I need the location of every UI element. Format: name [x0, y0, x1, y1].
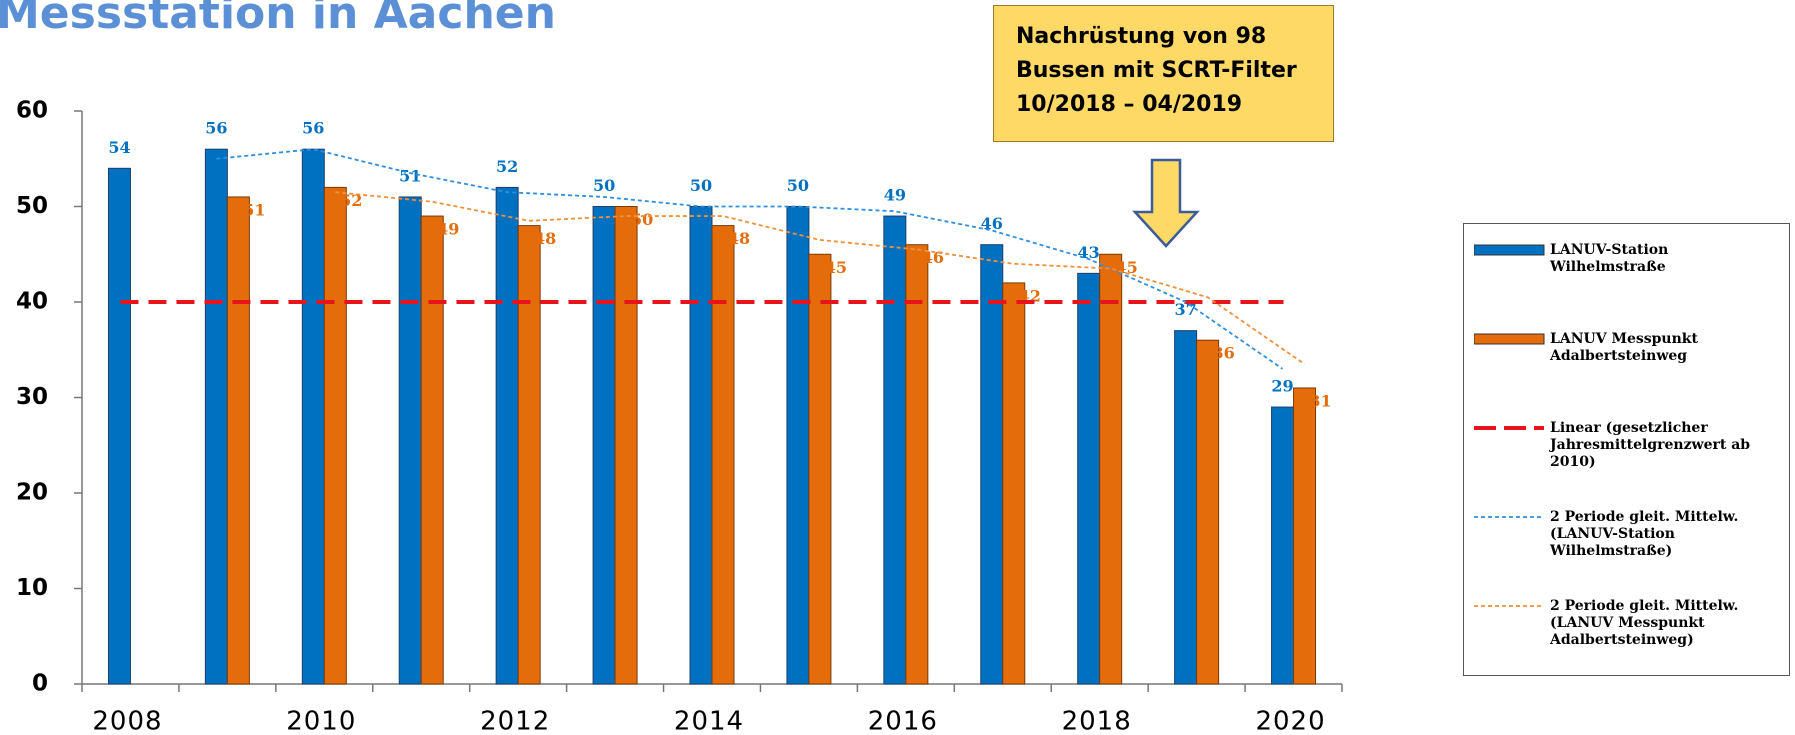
- legend-label: 2 Periode gleit. Mittelw. (LANUV Messpun…: [1550, 598, 1739, 648]
- bar: [808, 253, 832, 685]
- legend-swatch: [1474, 426, 1544, 430]
- legend-item: LANUV Messpunkt Adalbertsteinweg: [1474, 331, 1785, 420]
- legend-label: LANUV-Station Wilhelmstraße: [1550, 242, 1669, 275]
- x-tick-label: 2020: [1255, 707, 1325, 735]
- bar: [1271, 406, 1295, 685]
- y-tick-label: 40: [16, 289, 48, 315]
- y-tick-label: 10: [16, 575, 48, 601]
- bar: [495, 186, 519, 685]
- bar: [1002, 282, 1026, 685]
- x-tick-label: 2016: [868, 707, 938, 735]
- bar: [398, 196, 422, 685]
- legend-item: 2 Periode gleit. Mittelw. (LANUV Messpun…: [1474, 598, 1785, 687]
- chart-title: Messstation in Aachen: [0, 0, 556, 39]
- data-label: 49: [884, 186, 906, 205]
- bar: [226, 196, 250, 685]
- legend-item: 2 Periode gleit. Mittelw. (LANUV-Station…: [1474, 509, 1785, 598]
- annotation-line: 10/2018 – 04/2019: [1016, 92, 1243, 117]
- y-tick-label: 0: [32, 671, 48, 697]
- annotation-line: Bussen mit SCRT-Filter: [1016, 58, 1297, 83]
- bar: [592, 206, 616, 685]
- data-label: 50: [690, 176, 712, 195]
- legend-swatch: [1474, 516, 1544, 518]
- data-label: 51: [243, 200, 265, 219]
- legend-swatch: [1474, 244, 1545, 256]
- legend-label: 2 Periode gleit. Mittelw. (LANUV-Station…: [1550, 509, 1739, 559]
- x-tick-label: 2014: [674, 707, 744, 735]
- bar: [883, 215, 907, 685]
- bar: [980, 244, 1004, 685]
- data-label: 48: [534, 229, 556, 248]
- y-tick-label: 30: [16, 384, 48, 410]
- bar: [107, 167, 131, 685]
- arrow: [1132, 158, 1200, 248]
- data-label: 31: [1309, 391, 1331, 410]
- bar: [711, 225, 735, 685]
- bar: [517, 225, 541, 685]
- bar: [1099, 253, 1123, 685]
- legend-item: Linear (gesetzlicher Jahresmittelgrenzwe…: [1474, 420, 1785, 509]
- bar: [301, 148, 325, 685]
- bar: [1077, 272, 1101, 685]
- bar: [1293, 387, 1317, 685]
- bar: [1196, 339, 1220, 685]
- data-label: 50: [631, 210, 653, 229]
- legend-bar: [1474, 244, 1545, 256]
- bar: [323, 186, 347, 685]
- bar: [614, 206, 638, 685]
- legend: LANUV-Station Wilhelmstraße LANUV Messpun…: [1463, 223, 1790, 676]
- data-label: 52: [340, 191, 362, 210]
- legend-label: Linear (gesetzlicher Jahresmittelgrenzwe…: [1550, 420, 1751, 470]
- data-label: 56: [302, 119, 324, 138]
- bar: [204, 148, 228, 685]
- annotation: Nachrüstung von 98 Bussen mit SCRT-Filte…: [993, 5, 1334, 142]
- bar: [420, 215, 444, 685]
- legend-bar: [1474, 333, 1545, 345]
- data-label: 56: [205, 119, 227, 138]
- x-tick-label: 2018: [1062, 707, 1132, 735]
- legend-label: LANUV Messpunkt Adalbertsteinweg: [1550, 331, 1698, 364]
- data-label: 46: [981, 214, 1003, 233]
- data-label: 45: [825, 258, 847, 277]
- moving-average-line: [335, 191, 1306, 365]
- x-tick-label: 2010: [286, 707, 356, 735]
- legend-item: LANUV-Station Wilhelmstraße: [1474, 242, 1785, 331]
- data-label: 50: [593, 176, 615, 195]
- data-label: 50: [787, 176, 809, 195]
- data-label: 51: [399, 166, 421, 185]
- bar: [905, 244, 929, 685]
- x-tick-label: 2008: [92, 707, 162, 735]
- y-tick-label: 50: [16, 193, 48, 219]
- bar: [786, 206, 810, 685]
- data-label: 49: [437, 220, 459, 239]
- legend-swatch: [1474, 333, 1545, 345]
- bar: [689, 206, 713, 685]
- data-label: 48: [728, 229, 750, 248]
- data-label: 36: [1212, 344, 1234, 363]
- x-tick-label: 2012: [480, 707, 550, 735]
- data-label: 52: [496, 157, 518, 176]
- annotation-line: Nachrüstung von 98: [1016, 24, 1267, 49]
- bar: [1174, 330, 1198, 685]
- data-label: 54: [108, 138, 130, 157]
- y-tick-label: 60: [16, 98, 48, 124]
- y-tick-label: 20: [16, 480, 48, 506]
- data-label: 29: [1271, 377, 1293, 396]
- legend-swatch: [1474, 605, 1544, 607]
